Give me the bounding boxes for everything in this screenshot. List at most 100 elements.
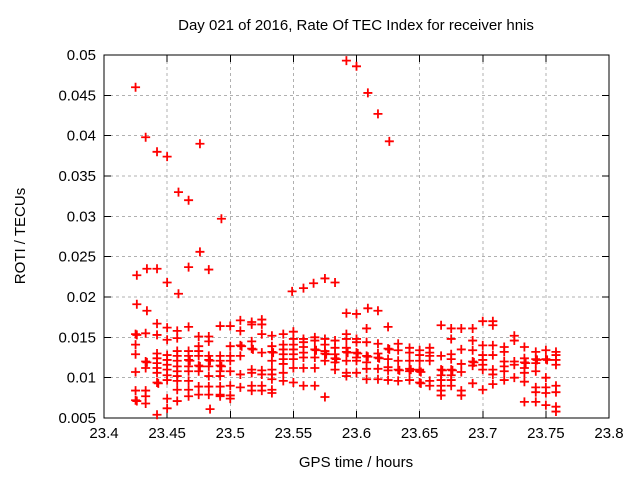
- scatter-marker-plus: [373, 364, 383, 374]
- y-axis-label: ROTI / TECUs: [12, 188, 29, 284]
- scatter-marker-plus: [531, 358, 541, 368]
- scatter-marker-plus: [383, 354, 393, 364]
- scatter-marker-plus: [131, 349, 141, 359]
- scatter-marker-plus: [132, 270, 142, 280]
- scatter-marker-plus: [437, 365, 447, 375]
- scatter-marker-plus: [405, 348, 415, 358]
- scatter-marker-plus: [257, 348, 267, 358]
- scatter-marker-plus: [425, 381, 435, 391]
- scatter-marker-plus: [352, 61, 361, 71]
- scatter-marker-plus: [320, 356, 330, 366]
- scatter-marker-plus: [383, 365, 393, 375]
- scatter-marker-plus: [205, 404, 215, 414]
- scatter-marker-plus: [456, 344, 466, 354]
- scatter-marker-plus: [374, 353, 384, 363]
- scatter-marker-plus: [141, 398, 151, 408]
- scatter-marker-plus: [172, 333, 182, 343]
- scatter-marker-plus: [436, 351, 446, 361]
- scatter-marker-plus: [384, 136, 394, 146]
- scatter-marker-plus: [468, 323, 478, 333]
- scatter-marker-plus: [172, 376, 182, 386]
- scatter-marker-plus: [172, 396, 182, 406]
- svg-text:0.015: 0.015: [58, 329, 96, 346]
- scatter-marker-plus: [551, 360, 561, 370]
- scatter-marker-plus: [267, 356, 277, 366]
- scatter-marker-plus: [162, 394, 172, 404]
- scatter-marker-plus: [456, 367, 466, 377]
- scatter-marker-plus: [237, 341, 247, 351]
- scatter-marker-plus: [132, 330, 142, 340]
- scatter-marker-plus: [162, 323, 172, 333]
- scatter-marker-plus: [394, 365, 404, 375]
- scatter-marker-plus: [194, 382, 204, 392]
- scatter-marker-plus: [215, 382, 225, 392]
- scatter-marker-plus: [478, 365, 488, 375]
- scatter-marker-plus: [416, 378, 426, 388]
- scatter-marker-plus: [247, 368, 257, 378]
- scatter-marker-plus: [373, 339, 383, 349]
- scatter-marker-plus: [373, 374, 383, 384]
- scatter-marker-plus: [204, 382, 214, 392]
- scatter-marker-plus: [162, 335, 172, 345]
- scatter-marker-plus: [235, 315, 245, 325]
- scatter-marker-plus: [298, 363, 308, 373]
- scatter-marker-plus: [298, 283, 308, 293]
- svg-text:0.045: 0.045: [58, 87, 96, 104]
- scatter-marker-plus: [353, 348, 363, 358]
- scatter-marker-plus: [248, 344, 258, 354]
- scatter-marker-plus: [131, 340, 141, 350]
- scatter-marker-plus: [341, 56, 351, 66]
- scatter-marker-plus: [152, 264, 162, 274]
- scatter-marker-plus: [425, 356, 435, 366]
- scatter-marker-plus: [153, 378, 163, 388]
- x-axis-label: GPS time / hours: [299, 454, 413, 471]
- scatter-marker-plus: [195, 361, 205, 371]
- scatter-marker-plus: [416, 367, 426, 377]
- scatter-marker-plus: [310, 353, 320, 362]
- scatter-marker-plus: [225, 356, 235, 366]
- scatter-marker-plus: [499, 375, 509, 385]
- scatter-marker-plus: [194, 332, 204, 342]
- scatter-marker-plus: [162, 152, 172, 162]
- scatter-marker-plus: [288, 363, 298, 373]
- x-axis-tick-labels: 23.4 23.45 23.5 23.55 23.6 23.65 23.7 23.75 23.8: [89, 425, 623, 442]
- scatter-marker-plus: [247, 386, 257, 396]
- scatter-marker-plus: [311, 345, 321, 355]
- scatter-marker-plus: [330, 277, 340, 287]
- scatter-marker-plus: [478, 385, 488, 395]
- scatter-marker-plus: [225, 366, 235, 376]
- scatter-marker-plus: [225, 381, 235, 391]
- scatter-marker-plus: [406, 365, 416, 375]
- scatter-marker-plus: [216, 361, 226, 371]
- scatter-marker-plus: [541, 388, 551, 398]
- scatter-marker-plus: [393, 376, 403, 386]
- scatter-marker-plus: [447, 365, 457, 375]
- scatter-marker-plus: [446, 354, 456, 364]
- scatter-marker-plus: [267, 374, 277, 384]
- scatter-marker-plus: [204, 361, 214, 371]
- scatter-marker-plus: [225, 341, 235, 351]
- scatter-marker-plus: [531, 387, 541, 397]
- scatter-marker-plus: [235, 382, 245, 392]
- scatter-marker-plus: [235, 369, 245, 379]
- scatter-marker-plus: [310, 336, 320, 346]
- scatter-marker-plus: [531, 397, 541, 407]
- svg-text:23.7: 23.7: [468, 425, 497, 442]
- plot-border: [103, 54, 610, 419]
- scatter-marker-plus: [162, 403, 172, 413]
- scatter-marker-plus: [488, 379, 498, 389]
- scatter-marker-plus: [341, 356, 351, 366]
- svg-text:0.035: 0.035: [58, 168, 96, 185]
- scatter-marker-plus: [341, 308, 351, 318]
- scatter-marker-plus: [488, 340, 498, 350]
- svg-text:23.75: 23.75: [527, 425, 565, 442]
- scatter-marker-plus: [204, 390, 214, 400]
- svg-text:0.01: 0.01: [67, 370, 96, 387]
- scatter-marker-plus: [343, 348, 353, 358]
- scatter-marker-plus: [298, 353, 308, 362]
- svg-text:23.6: 23.6: [342, 425, 371, 442]
- scatter-marker-plus: [216, 214, 226, 224]
- scatter-marker-plus: [310, 363, 320, 373]
